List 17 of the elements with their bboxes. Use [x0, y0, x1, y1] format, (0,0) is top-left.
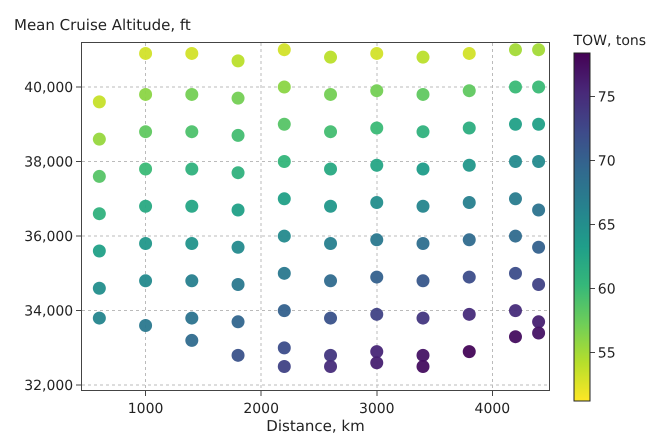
y-axis-title: Mean Cruise Altitude, ft: [14, 16, 191, 34]
x-tick-label: 1000: [128, 400, 164, 417]
color-bar-label: 65: [598, 217, 616, 234]
y-tick-label: 38,000: [24, 154, 74, 170]
x-tick-label: 4000: [474, 400, 510, 417]
color-bar-title: TOW, tons: [572, 33, 646, 49]
y-tick-label: 36,000: [24, 228, 74, 245]
y-tick-label: 32,000: [24, 378, 74, 394]
color-bar-label: 75: [598, 89, 616, 106]
x-tick-label: 3000: [358, 400, 395, 417]
x-tick-label: 2000: [243, 400, 279, 417]
color-bar-label: 55: [598, 345, 616, 362]
color-bar-label: 60: [598, 281, 616, 298]
color-bar-label: 70: [598, 153, 616, 170]
x-axis-title: Distance, km: [266, 416, 365, 435]
y-tick-label: 40,000: [24, 80, 74, 96]
y-tick-label: 34,000: [24, 304, 74, 320]
